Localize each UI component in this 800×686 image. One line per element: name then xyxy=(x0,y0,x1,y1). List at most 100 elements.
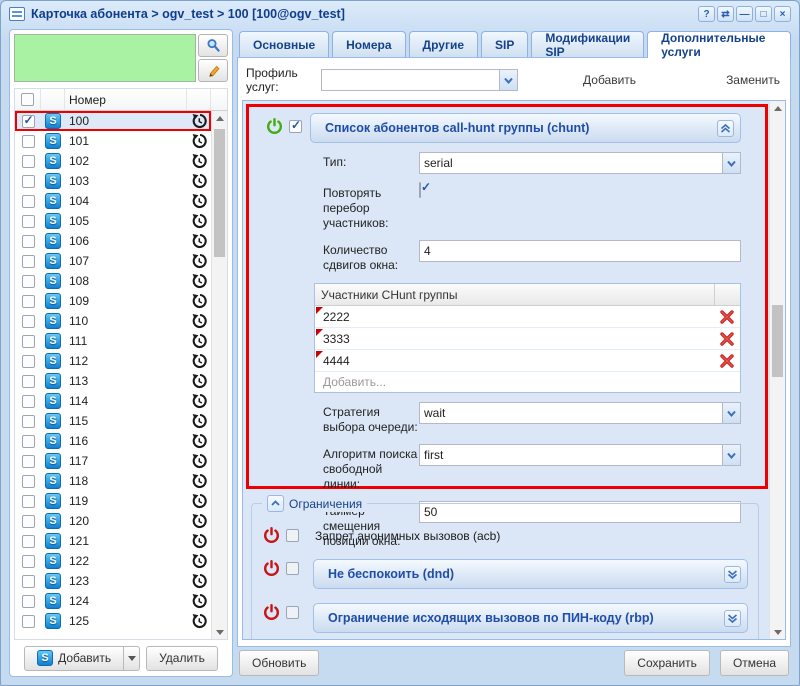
row-checkbox[interactable] xyxy=(21,454,35,468)
list-scrollbar[interactable] xyxy=(211,111,227,639)
acb-enabled-checkbox[interactable] xyxy=(286,529,299,542)
delete-member-icon[interactable] xyxy=(714,330,740,348)
service-profile-combobox[interactable] xyxy=(321,69,519,91)
number-list-row[interactable]: S 107 xyxy=(15,251,211,271)
scroll-up-icon[interactable] xyxy=(770,101,785,115)
expand-icon[interactable] xyxy=(724,609,741,627)
tab-sip-modifications[interactable]: Модификации SIP xyxy=(531,31,645,59)
number-list-row[interactable]: S 109 xyxy=(15,291,211,311)
tab-additional-services[interactable]: Дополнительные услуги xyxy=(647,31,791,59)
row-checkbox[interactable] xyxy=(21,194,35,208)
select-all-checkbox[interactable] xyxy=(21,93,34,106)
row-checkbox[interactable] xyxy=(21,354,35,368)
number-list-row[interactable]: S 102 xyxy=(15,151,211,171)
row-checkbox[interactable] xyxy=(21,134,35,148)
number-list-row[interactable]: S 116 xyxy=(15,431,211,451)
minimize-icon[interactable]: — xyxy=(736,6,753,22)
history-icon[interactable] xyxy=(187,213,211,229)
number-list-row[interactable]: S 103 xyxy=(15,171,211,191)
service-enabled-power-icon[interactable] xyxy=(265,117,284,136)
history-icon[interactable] xyxy=(187,193,211,209)
chunt-timer-input[interactable]: 50 xyxy=(419,501,741,523)
row-checkbox[interactable] xyxy=(21,113,35,128)
chunt-shifts-input[interactable]: 4 xyxy=(419,240,741,262)
delete-member-icon[interactable] xyxy=(714,352,740,370)
number-list-row[interactable]: S 105 xyxy=(15,211,211,231)
number-column-header[interactable]: Номер xyxy=(65,89,187,110)
number-list-row[interactable]: S 110 xyxy=(15,311,211,331)
help-icon[interactable]: ? xyxy=(698,6,715,22)
number-list-row[interactable]: S 119 xyxy=(15,491,211,511)
row-checkbox[interactable] xyxy=(21,294,35,308)
chunt-type-combobox[interactable]: serial xyxy=(419,152,741,174)
history-icon[interactable] xyxy=(187,333,211,349)
profile-add-button[interactable]: Добавить xyxy=(583,73,637,87)
row-checkbox[interactable] xyxy=(21,594,35,608)
maximize-icon[interactable]: □ xyxy=(755,6,772,22)
tab-main[interactable]: Основные xyxy=(239,31,330,58)
chevron-down-icon[interactable] xyxy=(722,403,740,423)
tab-numbers[interactable]: Номера xyxy=(332,31,406,58)
row-checkbox[interactable] xyxy=(21,574,35,588)
collapse-icon[interactable] xyxy=(717,119,734,137)
list-scrollbar-thumb[interactable] xyxy=(214,129,225,257)
number-list-row[interactable]: S 108 xyxy=(15,271,211,291)
history-icon[interactable] xyxy=(187,133,211,149)
row-checkbox[interactable] xyxy=(21,394,35,408)
history-icon[interactable] xyxy=(187,613,211,629)
number-list-row[interactable]: S 124 xyxy=(15,591,211,611)
service-disabled-power-icon[interactable] xyxy=(262,603,281,622)
number-list-row[interactable]: S 115 xyxy=(15,411,211,431)
row-checkbox[interactable] xyxy=(21,174,35,188)
delete-subscriber-button[interactable]: Удалить xyxy=(146,645,218,671)
number-list-row[interactable]: S 104 xyxy=(15,191,211,211)
chunt-member-row[interactable]: 4444 xyxy=(315,350,740,372)
chevron-down-icon[interactable] xyxy=(722,445,740,465)
history-icon[interactable] xyxy=(187,273,211,289)
number-list-row[interactable]: S 113 xyxy=(15,371,211,391)
tab-sip[interactable]: SIP xyxy=(481,31,529,58)
service-disabled-power-icon[interactable] xyxy=(262,559,281,578)
chunt-member-row[interactable]: 3333 xyxy=(315,328,740,350)
row-checkbox[interactable] xyxy=(21,334,35,348)
close-icon[interactable]: × xyxy=(774,6,791,22)
dnd-panel-header[interactable]: Не беспокоить (dnd) xyxy=(313,559,748,589)
dnd-enabled-checkbox[interactable] xyxy=(286,562,299,575)
tab-other[interactable]: Другие xyxy=(408,31,478,58)
row-checkbox[interactable] xyxy=(21,534,35,548)
history-icon[interactable] xyxy=(187,453,211,469)
scroll-down-icon[interactable] xyxy=(212,625,227,639)
chunt-repeat-checkbox[interactable] xyxy=(419,182,421,198)
history-icon[interactable] xyxy=(187,293,211,309)
row-checkbox[interactable] xyxy=(21,154,35,168)
row-checkbox[interactable] xyxy=(21,514,35,528)
chunt-member-add-row[interactable]: Добавить... xyxy=(323,375,387,389)
history-icon[interactable] xyxy=(187,533,211,549)
history-icon[interactable] xyxy=(187,153,211,169)
chevron-down-icon[interactable] xyxy=(499,70,518,90)
row-checkbox[interactable] xyxy=(21,314,35,328)
row-checkbox[interactable] xyxy=(21,434,35,448)
edit-button[interactable] xyxy=(198,59,228,82)
history-icon[interactable] xyxy=(187,573,211,589)
history-icon[interactable] xyxy=(187,473,211,489)
row-checkbox[interactable] xyxy=(21,254,35,268)
number-list-row[interactable]: S 120 xyxy=(15,511,211,531)
row-checkbox[interactable] xyxy=(21,274,35,288)
history-icon[interactable] xyxy=(187,253,211,269)
services-scrollbar-thumb[interactable] xyxy=(772,305,783,377)
scroll-up-icon[interactable] xyxy=(212,111,227,125)
history-icon[interactable] xyxy=(187,113,211,129)
profile-replace-button[interactable]: Заменить xyxy=(726,73,780,87)
row-checkbox[interactable] xyxy=(21,374,35,388)
number-list-row[interactable]: S 100 xyxy=(15,111,211,131)
row-checkbox[interactable] xyxy=(21,494,35,508)
history-icon[interactable] xyxy=(187,513,211,529)
number-list-row[interactable]: S 106 xyxy=(15,231,211,251)
row-checkbox[interactable] xyxy=(21,234,35,248)
rbp-enabled-checkbox[interactable] xyxy=(286,606,299,619)
expand-icon[interactable] xyxy=(724,565,741,583)
add-subscriber-button[interactable]: S Добавить xyxy=(24,645,125,671)
cancel-button[interactable]: Отмена xyxy=(719,650,789,676)
refresh-button[interactable]: Обновить xyxy=(239,650,320,676)
